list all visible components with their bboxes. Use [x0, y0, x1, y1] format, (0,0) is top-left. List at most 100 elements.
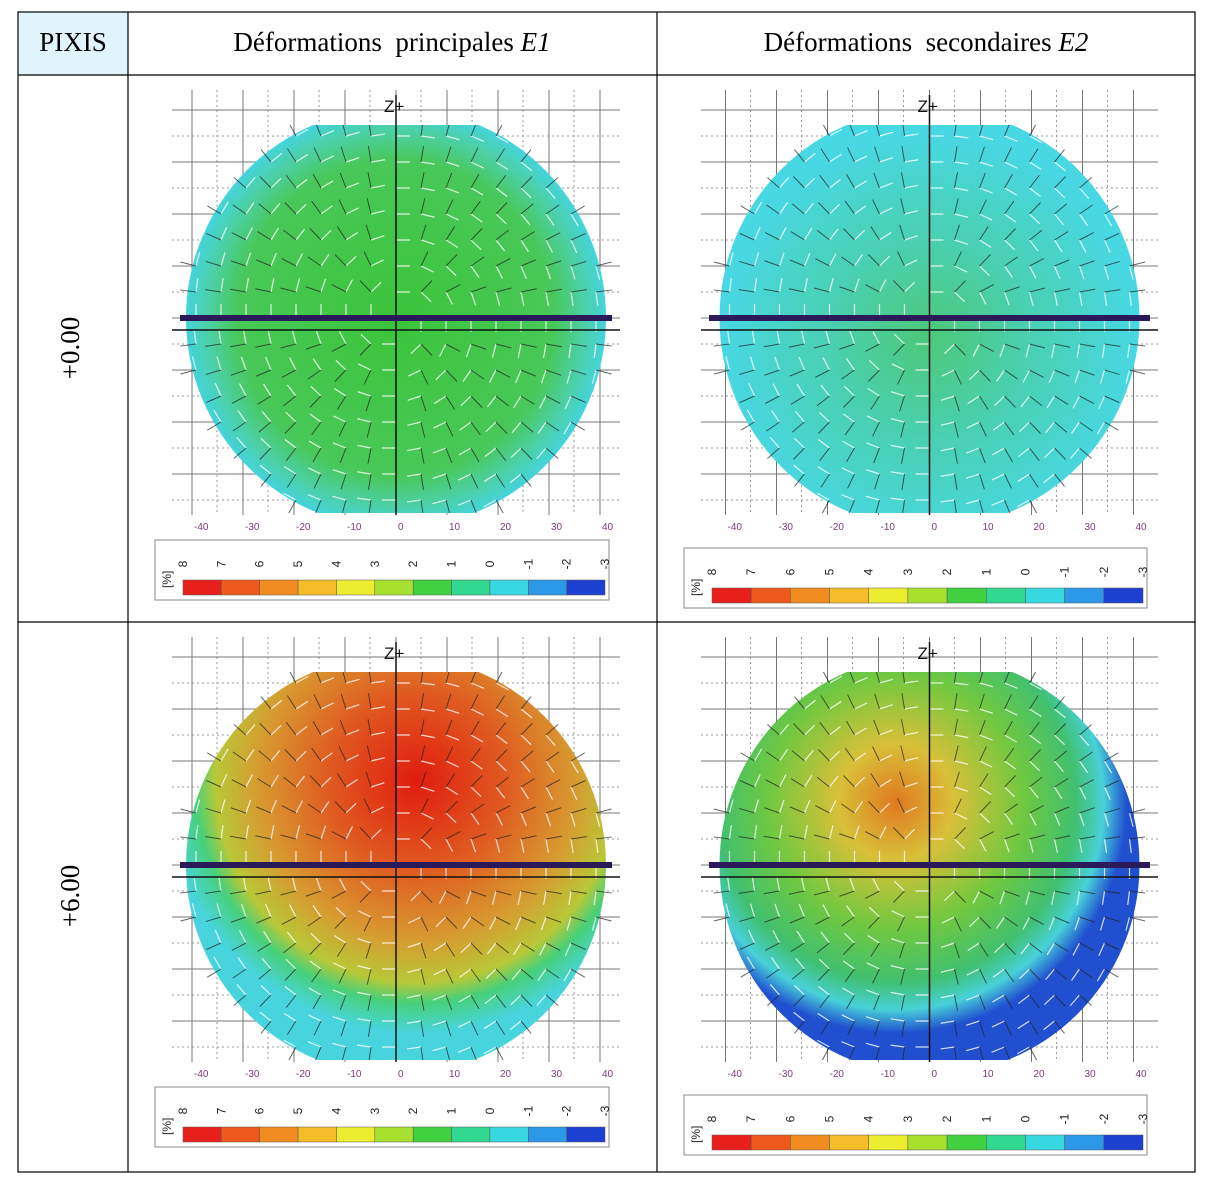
vector	[1079, 724, 1092, 736]
vector	[1029, 722, 1040, 736]
vector	[233, 724, 247, 736]
vector	[788, 288, 805, 293]
vector	[872, 746, 880, 762]
vector	[357, 938, 372, 944]
colorbar-tick-label: 3	[901, 1115, 915, 1122]
vector	[1043, 447, 1055, 459]
colorbar-segment	[750, 1134, 791, 1151]
vector	[854, 727, 867, 736]
vector	[965, 1020, 980, 1026]
vector	[332, 1016, 347, 1022]
header-e1: Déformations principales E1	[233, 27, 550, 57]
vector	[798, 356, 806, 371]
vector	[825, 330, 831, 345]
vector	[1016, 499, 1030, 508]
vector	[753, 799, 760, 814]
vector	[545, 204, 560, 215]
vector	[1129, 289, 1146, 293]
vector	[904, 133, 919, 137]
vector	[1004, 265, 1013, 278]
vector	[979, 265, 991, 277]
vector	[420, 161, 435, 165]
vector	[420, 172, 425, 189]
vector	[992, 447, 1005, 456]
vector	[243, 877, 247, 892]
vector	[338, 746, 347, 762]
vector	[979, 473, 985, 490]
vector	[1054, 723, 1066, 736]
vector	[890, 965, 905, 970]
vector	[570, 205, 586, 215]
vector	[445, 773, 456, 788]
vector	[338, 199, 347, 215]
vector	[520, 231, 535, 241]
vector	[841, 916, 855, 927]
vector	[281, 258, 297, 267]
vector	[991, 499, 1005, 506]
vector	[878, 279, 887, 293]
vector	[794, 473, 805, 487]
axis-label: Z+	[918, 644, 938, 663]
vector	[357, 991, 372, 996]
vector	[893, 880, 905, 892]
vector	[801, 877, 806, 892]
vector	[764, 260, 780, 267]
vector	[495, 421, 508, 434]
vector	[308, 467, 322, 475]
x-tick-label: 30	[1085, 522, 1097, 533]
vector	[345, 729, 360, 736]
vector	[205, 289, 222, 293]
colorbar-frame	[683, 1094, 1148, 1156]
vector	[545, 786, 554, 800]
vector	[270, 278, 275, 293]
vector	[545, 890, 562, 895]
vector	[842, 960, 855, 970]
vector	[841, 369, 855, 380]
vector	[445, 499, 451, 513]
colorbar-segment	[336, 1126, 376, 1143]
vector	[216, 903, 222, 918]
vector	[972, 343, 981, 357]
vector	[420, 135, 435, 139]
vector	[791, 968, 805, 980]
vector	[307, 916, 322, 927]
vector	[965, 473, 980, 479]
vector	[1079, 177, 1092, 189]
vector	[979, 447, 986, 464]
vector	[495, 187, 508, 198]
vector	[1020, 395, 1030, 408]
vector	[370, 259, 384, 267]
vector	[979, 968, 987, 984]
vector	[288, 357, 297, 371]
vector	[420, 146, 425, 163]
vector	[753, 252, 760, 267]
vector	[191, 903, 197, 918]
vector	[338, 331, 347, 345]
vector	[1029, 187, 1041, 198]
vector	[893, 827, 905, 840]
vector	[816, 229, 830, 241]
vector	[462, 369, 472, 382]
vector	[333, 934, 347, 944]
vector	[890, 497, 905, 501]
strain-panel: Z+-40 -30 -20 -10 0 10 20 30 40[%]8 7 6 5 4 3 2 1 0 -1 -2-…	[683, 637, 1158, 1156]
vector	[520, 447, 533, 460]
vector	[334, 801, 347, 814]
vector	[1079, 835, 1096, 840]
vector	[1074, 916, 1081, 931]
vector	[470, 161, 484, 169]
vector	[570, 291, 574, 306]
vector	[1004, 256, 1018, 267]
vector	[940, 473, 955, 477]
vector	[231, 779, 247, 788]
vector	[979, 421, 987, 437]
vector	[941, 369, 955, 377]
vector	[213, 409, 222, 423]
vector	[545, 187, 556, 199]
colorbar-segment	[868, 1134, 909, 1151]
vector	[868, 801, 880, 814]
vector	[564, 395, 572, 410]
vector	[470, 942, 483, 955]
vector	[979, 1020, 985, 1037]
colorbar-tick-label: 7	[744, 1115, 758, 1122]
